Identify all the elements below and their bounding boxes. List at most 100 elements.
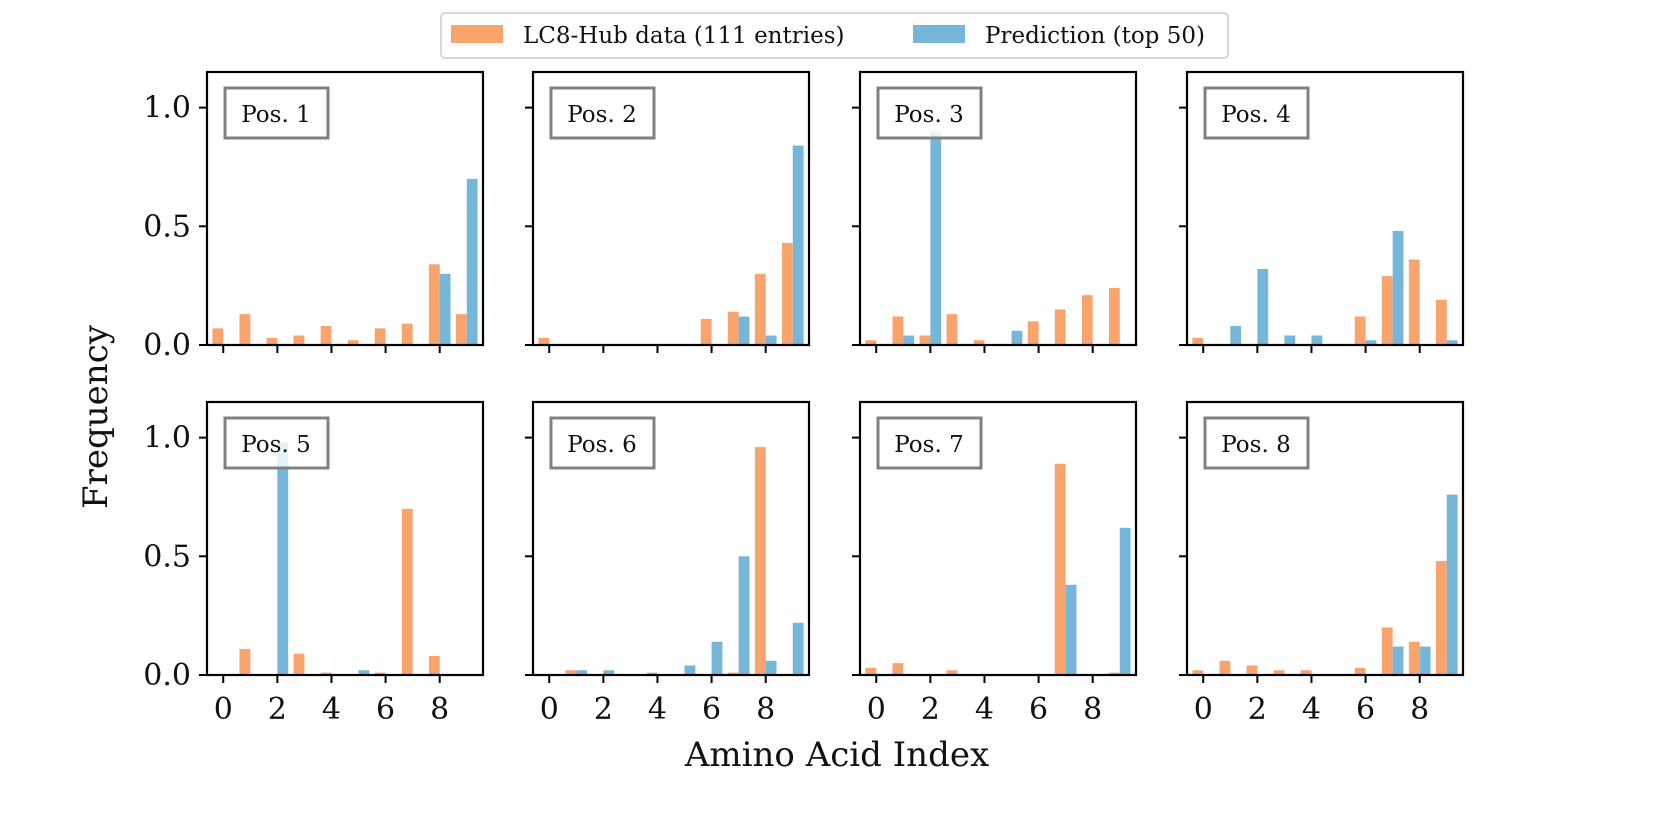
bar-lc8hub-pos1-aa4 (320, 326, 332, 345)
subplot-frame (1185, 70, 1465, 347)
bar-lc8hub-pos8-aa9 (1435, 561, 1447, 675)
x-tick-label: 6 (702, 692, 721, 727)
bar-prediction-pos5-aa2 (277, 442, 289, 675)
bar-lc8hub-pos3-aa9 (1108, 288, 1120, 345)
y-tick-label: 0.0 (143, 328, 191, 363)
bar-lc8hub-pos3-aa6 (1027, 321, 1039, 345)
position-label-box (876, 86, 983, 140)
subplot-frame (205, 400, 485, 677)
bar-lc8hub-pos7-aa0 (865, 667, 877, 675)
y-tick-label: 1.0 (143, 421, 191, 456)
bar-prediction-pos3-aa5 (1011, 330, 1023, 345)
bar-prediction-pos2-aa7 (738, 316, 750, 345)
position-label-box (876, 416, 983, 470)
bar-lc8hub-pos1-aa5 (347, 340, 359, 345)
bar-lc8hub-pos5-aa6 (374, 672, 386, 675)
y-tick-label: 1.0 (143, 91, 191, 126)
x-tick-label: 2 (921, 692, 940, 727)
subplot-grid: 0.0 0.5 1.0 Pos. 1 Pos. 2 Pos. 3 Pos. 4 0.0 0.5 1… (143, 70, 1465, 727)
x-tick-label: 2 (594, 692, 613, 727)
position-label: Pos. 6 (567, 432, 636, 458)
bar-prediction-pos4-aa3 (1284, 335, 1296, 345)
bar-prediction-pos4-aa1 (1230, 326, 1242, 345)
bar-lc8hub-pos3-aa0 (865, 340, 877, 345)
position-label-box (549, 86, 656, 140)
bar-lc8hub-pos2-aa7 (727, 311, 739, 345)
x-tick-label: 8 (1083, 692, 1102, 727)
position-label-box (1203, 416, 1310, 470)
bar-lc8hub-pos7-aa1 (892, 663, 904, 675)
position-label: Pos. 2 (567, 102, 636, 128)
legend: LC8-Hub data (111 entries) Prediction (t… (440, 12, 1229, 59)
subplot-frame (858, 70, 1138, 347)
x-tick-label: 0 (214, 692, 233, 727)
subplot-pos-3: Pos. 3 (852, 70, 1138, 353)
bar-prediction-pos8-aa8 (1419, 646, 1431, 675)
subplot-pos-4: Pos. 4 (1179, 70, 1465, 353)
bar-lc8hub-pos1-aa7 (401, 323, 413, 345)
bar-lc8hub-pos8-aa2 (1246, 665, 1258, 675)
bar-prediction-pos7-aa7 (1065, 584, 1077, 675)
bar-lc8hub-pos3-aa8 (1081, 295, 1093, 345)
bar-lc8hub-pos6-aa1 (565, 670, 577, 675)
bar-prediction-pos6-aa1 (576, 670, 588, 675)
x-tick-label: 4 (648, 692, 667, 727)
bar-prediction-pos7-aa9 (1119, 527, 1131, 675)
subplot-frame (531, 70, 811, 347)
bar-lc8hub-pos2-aa0 (538, 337, 550, 345)
bar-lc8hub-pos5-aa8 (428, 656, 440, 675)
position-label-box (223, 416, 330, 470)
position-label: Pos. 1 (241, 102, 310, 128)
bar-prediction-pos4-aa2 (1257, 269, 1269, 345)
bar-lc8hub-pos2-aa6 (700, 318, 712, 345)
bar-prediction-pos6-aa5 (684, 665, 696, 675)
bar-prediction-pos1-aa9 (466, 178, 478, 345)
bar-prediction-pos6-aa6 (711, 641, 723, 675)
bar-lc8hub-pos7-aa3 (946, 670, 958, 675)
bar-lc8hub-pos5-aa1 (239, 648, 251, 675)
legend-swatch-prediction (913, 25, 965, 43)
legend-frame (440, 12, 1229, 59)
bar-lc8hub-pos1-aa0 (212, 328, 224, 345)
bar-prediction-pos8-aa9 (1446, 494, 1458, 675)
x-tick-label: 8 (1410, 692, 1429, 727)
subplot-pos-5: 0.0 0.5 1.0 0 2 4 6 8 Pos. 5 (143, 400, 485, 727)
x-tick-label: 2 (268, 692, 287, 727)
bar-lc8hub-pos4-aa0 (1192, 337, 1204, 345)
bar-prediction-pos4-aa4 (1311, 335, 1323, 345)
bar-lc8hub-pos1-aa9 (455, 314, 467, 345)
position-label: Pos. 5 (241, 432, 310, 458)
legend-swatch-lc8hub (451, 25, 503, 43)
x-tick-label: 0 (1194, 692, 1213, 727)
y-axis-label: Frequency (76, 324, 116, 509)
bar-lc8hub-pos8-aa7 (1381, 627, 1393, 675)
bar-lc8hub-pos3-aa1 (892, 316, 904, 345)
x-tick-label: 6 (1029, 692, 1048, 727)
y-tick-label: 0.5 (143, 539, 191, 574)
subplot-pos-8: 0 2 4 6 8 Pos. 8 (1179, 400, 1465, 727)
bar-lc8hub-pos8-aa1 (1219, 660, 1231, 675)
bar-lc8hub-pos5-aa3 (293, 653, 305, 675)
position-label: Pos. 4 (1221, 102, 1290, 128)
subplot-frame (531, 400, 811, 677)
bar-lc8hub-pos2-aa9 (781, 242, 793, 345)
x-tick-label: 4 (322, 692, 341, 727)
bar-lc8hub-pos4-aa9 (1435, 299, 1447, 345)
bar-lc8hub-pos3-aa3 (946, 314, 958, 345)
bar-prediction-pos6-aa7 (738, 556, 750, 675)
bar-lc8hub-pos8-aa4 (1300, 670, 1312, 675)
bar-lc8hub-pos5-aa4 (320, 672, 332, 675)
bar-prediction-pos6-aa2 (603, 670, 615, 675)
bar-prediction-pos1-aa8 (439, 273, 451, 345)
bar-lc8hub-pos3-aa2 (919, 335, 931, 345)
bar-prediction-pos2-aa8 (765, 335, 777, 345)
bar-lc8hub-pos6-aa7 (727, 672, 739, 675)
bar-lc8hub-pos8-aa3 (1273, 670, 1285, 675)
bar-lc8hub-pos4-aa8 (1408, 259, 1420, 345)
subplot-frame (205, 70, 485, 347)
bar-lc8hub-pos1-aa3 (293, 335, 305, 345)
bar-prediction-pos3-aa2 (930, 131, 942, 345)
bar-prediction-pos4-aa9 (1446, 340, 1458, 345)
bar-lc8hub-pos5-aa7 (401, 508, 413, 675)
